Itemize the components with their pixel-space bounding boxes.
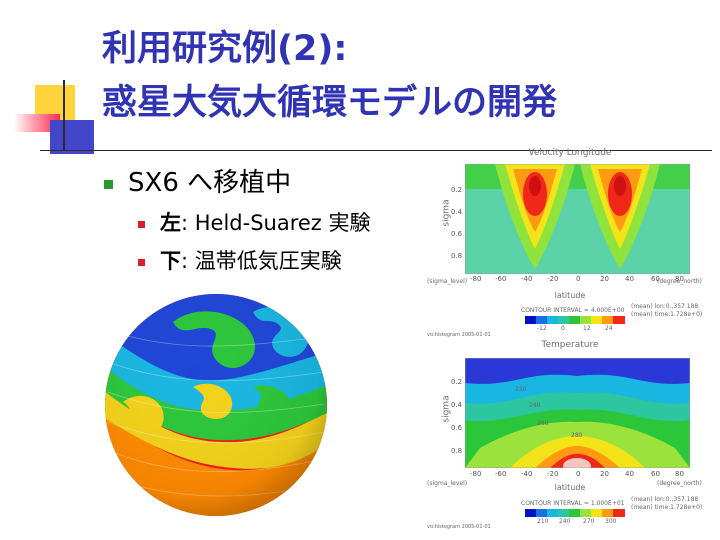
temperature-xtick: 80 xyxy=(675,470,684,478)
temperature-xlabel: latitude xyxy=(554,483,586,492)
temperature-contour-label: 240 xyxy=(529,402,541,409)
temperature-ytick: 0.2 xyxy=(451,378,463,386)
temperature-xtick: -40 xyxy=(521,470,533,478)
temperature-xtick: -60 xyxy=(495,470,507,478)
temperature-plot-ylabel: sigma xyxy=(441,395,452,423)
velocity-colorbar xyxy=(525,316,625,324)
velocity-right-caption: (degree_north) xyxy=(657,278,702,285)
temperature-mean-lon: (mean) lon:0.,357.188 xyxy=(631,496,699,503)
temperature-plot-panel: Temperature sigma 0.2 0.4 0.6 0.8 230 24… xyxy=(425,340,715,532)
bullet-sub-2-key: 下 xyxy=(160,249,181,273)
temperature-right-caption: (degree_north) xyxy=(657,480,702,487)
temperature-xtick: 20 xyxy=(600,470,609,478)
temperature-xtick: 0 xyxy=(576,470,581,478)
velocity-xtick: -60 xyxy=(495,275,507,283)
velocity-xtick: -80 xyxy=(470,275,482,283)
velocity-contour-interval: CONTOUR INTERVAL = 4.000E+00 xyxy=(521,307,625,314)
bullet-list: SX6 へ移植中 左: Held-Suarez 実験 下: 温帯低気圧実験 xyxy=(100,162,430,280)
temperature-ytick: 0.6 xyxy=(451,424,463,432)
decor-blue-square xyxy=(50,120,94,154)
temperature-colorbar-tick: 270 xyxy=(583,518,595,525)
temperature-mean-time: (mean) time:1.728e+0) xyxy=(631,504,703,511)
bullet-sub-2: 下: 温帯低気圧実験 xyxy=(100,242,430,280)
bullet-main-text: SX6 へ移植中 xyxy=(128,168,292,198)
bullet-sub-1: 左: Held-Suarez 実験 xyxy=(100,204,430,242)
title-underline xyxy=(40,150,712,151)
temperature-left-caption: (sigma_level) xyxy=(427,480,468,487)
velocity-xtick: 40 xyxy=(625,275,634,283)
title-line-1: 利用研究例(2): xyxy=(102,29,348,69)
velocity-xtick: 0 xyxy=(576,275,581,283)
velocity-colorbar-tick: 24 xyxy=(605,325,613,332)
velocity-colorbar-tick: -12 xyxy=(537,325,547,332)
velocity-ytick: 0.6 xyxy=(451,230,463,238)
velocity-mean-time: (mean) time:1.728e+0) xyxy=(631,311,703,318)
temperature-contour-label: 260 xyxy=(537,420,549,427)
temperature-contour-label: 230 xyxy=(515,386,527,393)
temperature-ytick: 0.8 xyxy=(451,447,463,455)
decor-vertical-line xyxy=(63,80,65,150)
bullet-marker-green xyxy=(104,180,113,189)
velocity-colorbar-tick: 0 xyxy=(561,325,565,332)
decor-red-bar xyxy=(14,114,60,132)
temperature-xtick: -20 xyxy=(547,470,559,478)
velocity-xtick: -40 xyxy=(521,275,533,283)
velocity-xtick: 20 xyxy=(600,275,609,283)
temperature-xtick: -80 xyxy=(470,470,482,478)
slide-title: 利用研究例(2): 惑星大気大循環モデルの開発 xyxy=(102,22,712,130)
title-line-2: 惑星大気大循環モデルの開発 xyxy=(102,83,558,123)
temperature-colorbar xyxy=(525,509,625,517)
velocity-plot-title: Velocity Longitude xyxy=(528,148,612,158)
velocity-xtick: -20 xyxy=(547,275,559,283)
bullet-sub-1-key: 左 xyxy=(160,211,181,235)
velocity-xtick: 80 xyxy=(675,275,684,283)
temperature-contour-label: 280 xyxy=(571,432,583,439)
velocity-left-caption: (sigma_level) xyxy=(427,278,468,285)
temperature-colorbar-tick: 240 xyxy=(559,518,571,525)
velocity-xtick: 60 xyxy=(651,275,660,283)
bullet-marker-red xyxy=(138,221,145,228)
velocity-footer: vo:histogram 2005-01-01 xyxy=(427,332,491,338)
temperature-contour-interval: CONTOUR INTERVAL = 1.000E+01 xyxy=(521,500,625,507)
temperature-xtick: 60 xyxy=(651,470,660,478)
velocity-xlabel: latitude xyxy=(554,291,586,300)
velocity-plot-panel: Velocity Longitude sigma 0.2 0.4 0.6 0.8… xyxy=(425,148,715,342)
temperature-xtick: 40 xyxy=(625,470,634,478)
velocity-ytick: 0.2 xyxy=(451,186,463,194)
temperature-colorbar-tick: 300 xyxy=(605,518,617,525)
temperature-footer: vo:histogram 2005-01-01 xyxy=(427,524,491,530)
velocity-ytick: 0.8 xyxy=(451,252,463,260)
velocity-mean-lon: (mean) lon:0.,357.188 xyxy=(631,303,699,310)
bullet-main: SX6 へ移植中 xyxy=(100,162,430,204)
bullet-sub-1-text: : Held-Suarez 実験 xyxy=(181,211,371,235)
temperature-plot-title: Temperature xyxy=(541,340,599,350)
bullet-sub-2-text: : 温帯低気圧実験 xyxy=(181,249,342,273)
temperature-colorbar-tick: 210 xyxy=(537,518,549,525)
velocity-ytick: 0.4 xyxy=(451,208,463,216)
temperature-ytick: 0.4 xyxy=(451,401,463,409)
velocity-contour-plot xyxy=(465,164,690,274)
bullet-marker-red xyxy=(138,259,145,266)
globe-simulation-image xyxy=(105,294,327,516)
temperature-contour-plot xyxy=(465,358,690,468)
velocity-colorbar-tick: 12 xyxy=(583,325,591,332)
